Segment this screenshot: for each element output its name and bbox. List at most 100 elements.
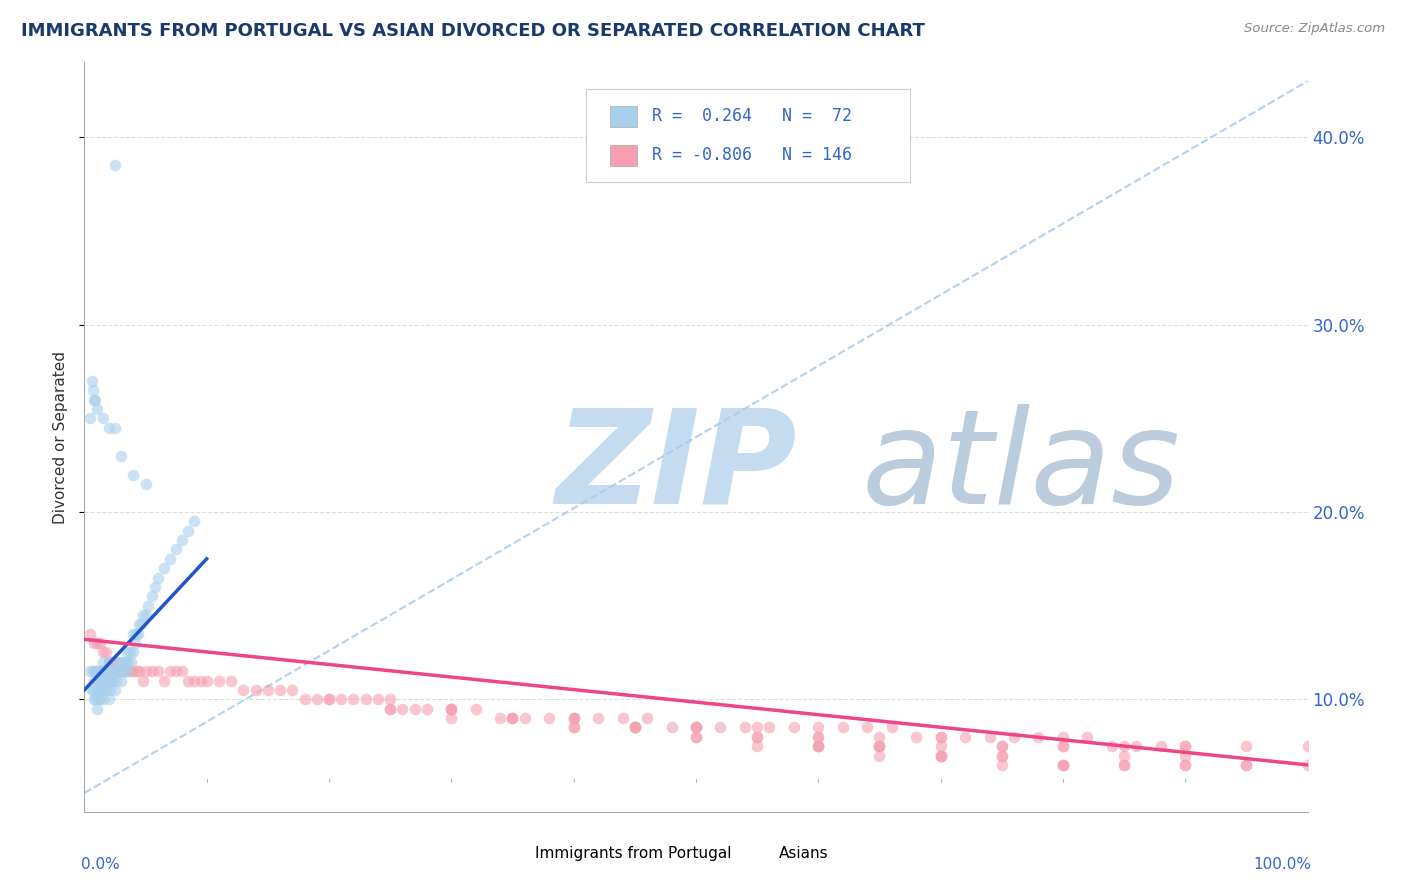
Point (1236, 758, 1258, 772)
Point (87, 692, 110, 706)
Point (257, 683, 280, 698)
Point (869, 739, 891, 753)
Point (807, 730, 830, 744)
Point (165, 664, 187, 679)
Point (440, 701, 463, 715)
Point (124, 636, 146, 650)
Point (104, 420, 127, 434)
Point (513, 711, 536, 725)
Point (979, 730, 1001, 744)
Point (807, 730, 830, 744)
Point (232, 683, 254, 698)
Point (165, 542, 187, 557)
Point (991, 748, 1014, 763)
Point (91, 692, 114, 706)
Point (294, 692, 316, 706)
Point (153, 673, 176, 688)
Point (80, 374, 103, 388)
Point (159, 551, 181, 566)
Point (562, 721, 585, 735)
Text: ZIP: ZIP (555, 403, 797, 531)
Point (991, 758, 1014, 772)
Point (929, 739, 952, 753)
Point (125, 664, 148, 679)
Point (342, 692, 364, 706)
Point (685, 721, 707, 735)
Point (98, 683, 121, 698)
Point (153, 561, 176, 575)
Point (135, 476, 157, 491)
Point (108, 655, 131, 669)
Point (747, 739, 769, 753)
Point (115, 655, 138, 669)
Point (100, 655, 122, 669)
Point (110, 655, 132, 669)
Point (79, 411, 101, 425)
Point (1114, 758, 1136, 772)
Point (159, 664, 181, 679)
Point (90, 664, 112, 679)
Point (661, 721, 683, 735)
Point (856, 721, 879, 735)
Point (869, 739, 891, 753)
Point (114, 655, 136, 669)
Point (1052, 758, 1074, 772)
Point (1076, 730, 1098, 744)
Point (107, 664, 129, 679)
Point (101, 673, 124, 688)
Point (143, 580, 166, 594)
Point (115, 646, 138, 660)
Point (86, 701, 108, 715)
Point (118, 646, 141, 660)
Point (110, 673, 132, 688)
Point (1052, 739, 1074, 753)
Point (172, 533, 194, 547)
Point (831, 721, 853, 735)
Point (489, 711, 512, 725)
Point (1174, 748, 1197, 763)
Point (177, 673, 200, 688)
Point (136, 599, 159, 613)
Point (869, 739, 891, 753)
Point (380, 692, 402, 706)
Text: 0.0%: 0.0% (80, 856, 120, 871)
Point (115, 664, 138, 679)
Point (807, 739, 830, 753)
Text: 100.0%: 100.0% (1253, 856, 1312, 871)
FancyBboxPatch shape (610, 106, 637, 127)
Point (87, 692, 110, 706)
Point (100, 673, 122, 688)
Point (117, 655, 139, 669)
Point (562, 721, 585, 735)
Point (1174, 758, 1197, 772)
Point (991, 748, 1014, 763)
Point (1052, 739, 1074, 753)
Point (1052, 758, 1074, 772)
Point (1028, 730, 1050, 744)
Text: Asians: Asians (779, 847, 828, 861)
Point (91, 673, 114, 688)
Point (783, 721, 806, 735)
Point (110, 664, 132, 679)
Point (1052, 730, 1074, 744)
Point (107, 664, 129, 679)
Point (807, 739, 830, 753)
Point (120, 664, 142, 679)
Point (807, 721, 830, 735)
Point (84, 392, 107, 407)
Point (183, 673, 205, 688)
Text: R =  0.264   N =  72: R = 0.264 N = 72 (652, 107, 852, 126)
Point (502, 711, 524, 725)
Point (367, 692, 389, 706)
FancyBboxPatch shape (586, 88, 910, 182)
Point (79, 664, 101, 679)
Point (245, 683, 267, 698)
Point (758, 721, 780, 735)
Point (929, 730, 952, 744)
Point (1114, 758, 1136, 772)
Point (84, 692, 107, 706)
Point (104, 664, 127, 679)
Point (83, 636, 105, 650)
Point (416, 701, 439, 715)
Point (1052, 758, 1074, 772)
